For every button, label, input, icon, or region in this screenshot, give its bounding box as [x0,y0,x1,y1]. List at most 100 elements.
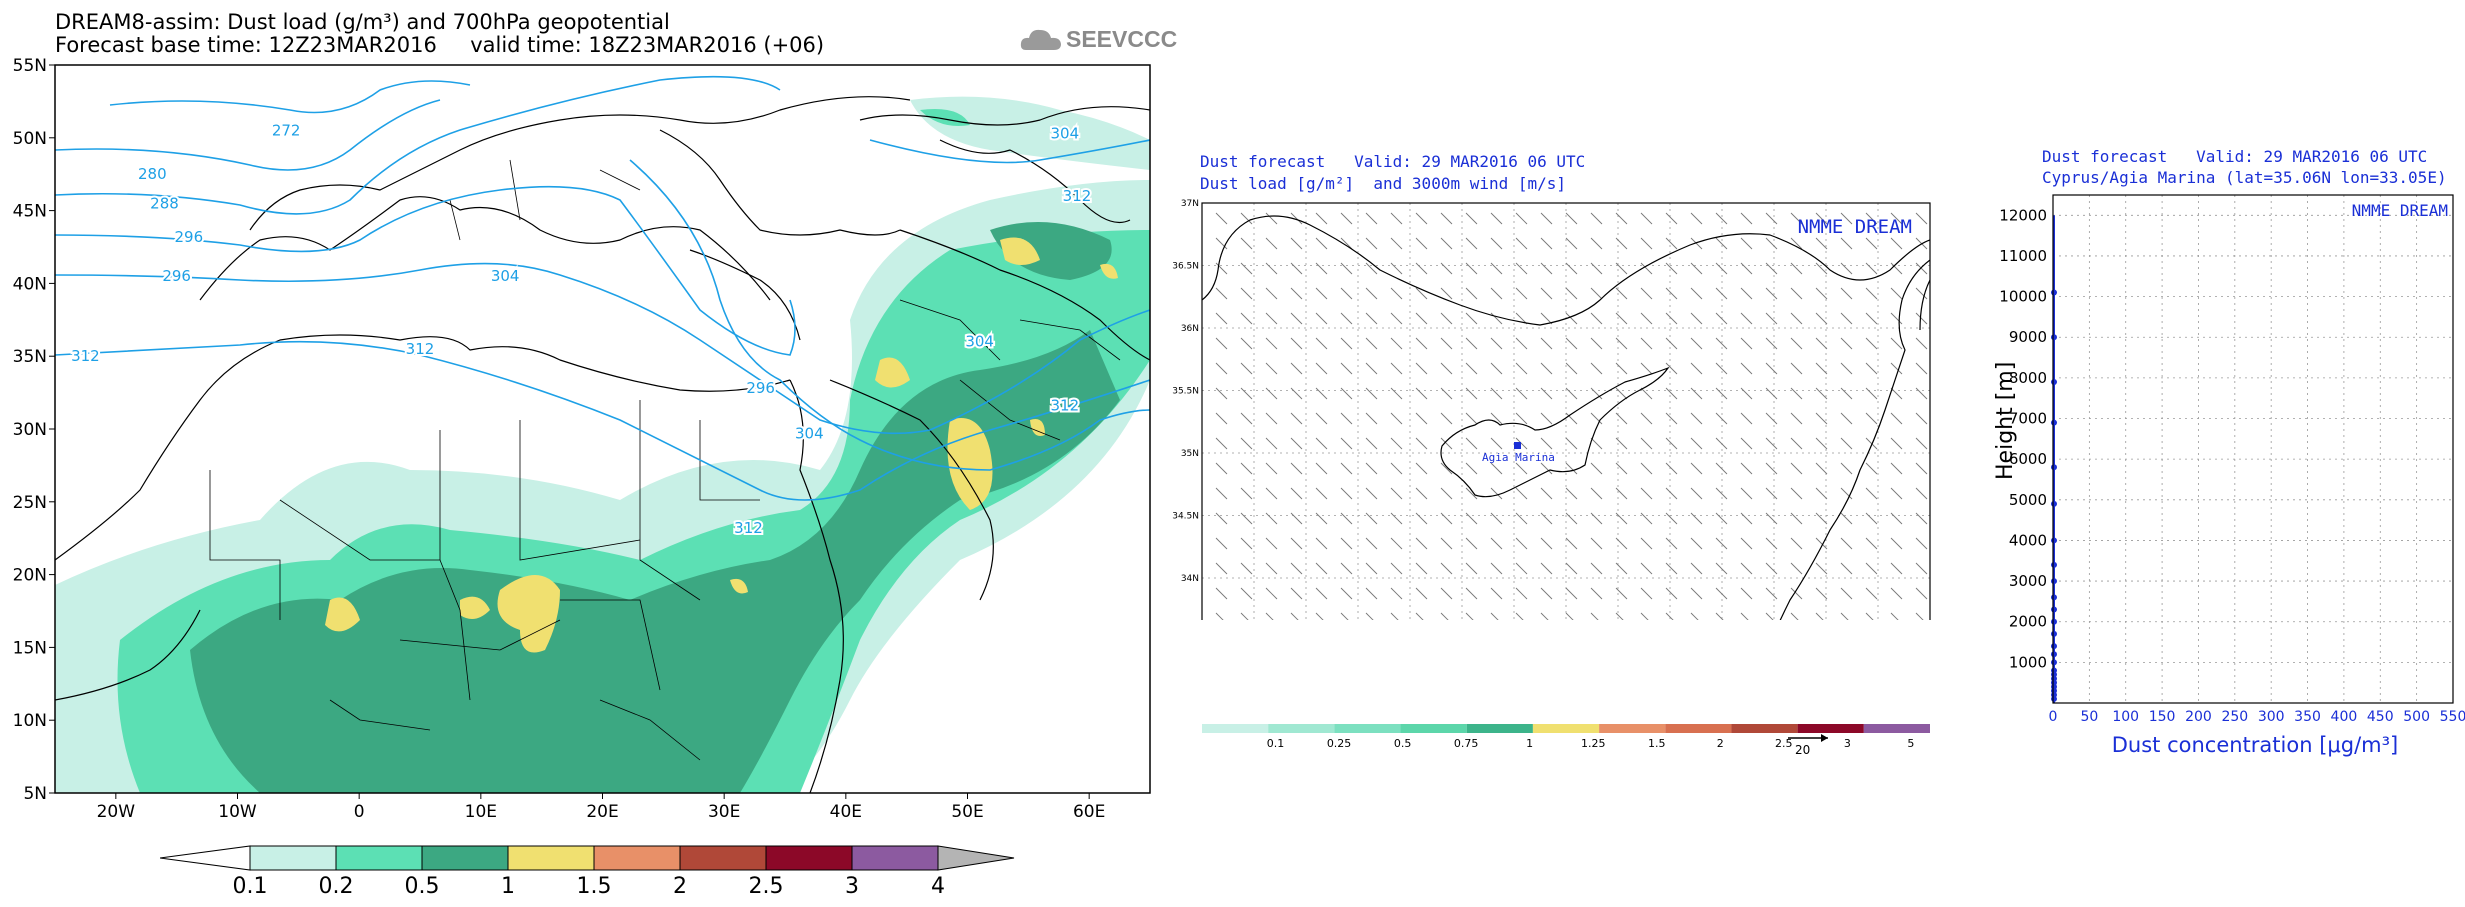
wind-vector [1590,587,1603,600]
contour-label: 312 [71,347,100,365]
cyprus-map-frame [1201,202,1931,620]
wind-vector [1490,437,1503,450]
wind-vector [1515,387,1528,400]
logo-text: SEEVCCC [1066,25,1178,52]
wind-vector [1415,612,1424,620]
wind-vector [1865,337,1878,350]
wind-vector [1890,462,1903,475]
wind-vector [1590,412,1603,425]
cyprus-lat-label: 36.5N [1172,262,1199,272]
wind-vector [1465,437,1478,450]
wind-vector [1665,412,1678,425]
wind-vector [1815,412,1828,425]
cyprus-lat-label: 37N [1181,199,1199,209]
wind-vector [1390,237,1403,250]
wind-vector [1215,562,1228,575]
cyprus-map-subtitle: Dust load [g/m²] and 3000m wind [m/s] [1200,174,1567,193]
wind-vector [1365,612,1374,620]
wind-vector [1740,237,1753,250]
wind-vector [1290,287,1303,300]
wind-vector [1290,587,1303,600]
wind-vector [1615,587,1628,600]
wind-vector [1615,437,1628,450]
concentration-tick-labels: 0 50 100 150 200 250 300 350 400 450 500 550 [2049,709,2465,725]
colorbar-label: 1 [1526,737,1533,750]
wind-vector [1540,362,1553,375]
colorbar-label: 2.5 [1775,737,1793,750]
wind-vector [1290,262,1303,275]
wind-vector [1465,362,1478,375]
wind-vector [1440,487,1453,500]
concentration-tick: 50 [2080,709,2098,725]
wind-vector [1440,412,1453,425]
wind-vector [1815,512,1828,525]
contour-label: 304 [491,267,520,285]
lat-label: 55N [13,56,47,76]
wind-vector [1415,312,1428,325]
wind-vector [1265,587,1278,600]
wind-vector [1465,312,1478,325]
lat-label: 45N [13,202,47,222]
height-tick: 10000 [1999,288,2047,306]
wind-vector [1415,587,1428,600]
wind-vector [1690,387,1703,400]
wind-vector [1590,312,1603,325]
wind-vector [1790,362,1803,375]
wind-vector [1765,512,1778,525]
wind-vector [1415,262,1428,275]
colorbar-label: 3 [845,874,859,899]
wind-vector [1440,262,1453,275]
colorbar-swatch [1334,724,1401,733]
wind-vector [1640,437,1653,450]
wind-vector [1665,237,1678,250]
lon-label: 0 [354,802,365,822]
wind-vector [1465,412,1478,425]
wind-vector [1665,337,1678,350]
wind-vector [1240,362,1253,375]
wind-vector [1315,262,1328,275]
wind-vector [1515,512,1528,525]
contour-label: 312 [1051,397,1080,415]
wind-vector [1490,287,1503,300]
wind-vector [1640,587,1653,600]
wind-vector [1415,287,1428,300]
wind-vector [1615,487,1628,500]
cyprus-lat-label: 35N [1181,449,1199,459]
wind-vector [1415,437,1428,450]
wind-vector [1840,562,1853,575]
wind-vector [1815,212,1828,225]
wind-vector [1240,512,1253,525]
wind-vector [1790,612,1799,620]
wind-vector [1815,387,1828,400]
wind-vector [1290,462,1303,475]
wind-vector [1790,387,1803,400]
wind-vector [1790,312,1803,325]
wind-vector [1340,562,1353,575]
wind-vector [1490,562,1503,575]
wind-vector [1740,587,1753,600]
height-tick: 1000 [2009,653,2047,671]
wind-vector [1365,287,1378,300]
wind-vector [1615,212,1628,225]
wind-vector [1615,337,1628,350]
wind-vector [1715,312,1728,325]
colorbar-swatch [851,845,939,871]
wind-vector [1765,537,1778,550]
wind-vector [1215,462,1228,475]
wind-vector [1665,262,1678,275]
wind-vector [1715,237,1728,250]
wind-vector [1540,437,1553,450]
wind-vector [1565,512,1578,525]
wind-vector [1890,562,1903,575]
wind-vector [1740,337,1753,350]
wind-vector [1815,262,1828,275]
wind-vector [1390,412,1403,425]
height-tick: 9000 [2009,328,2047,346]
wind-vector [1590,462,1603,475]
wind-vector [1565,212,1578,225]
wind-vector [1915,462,1928,475]
contour-label: 304 [795,424,824,442]
concentration-tick: 0 [2049,709,2058,725]
wind-vector [1740,537,1753,550]
